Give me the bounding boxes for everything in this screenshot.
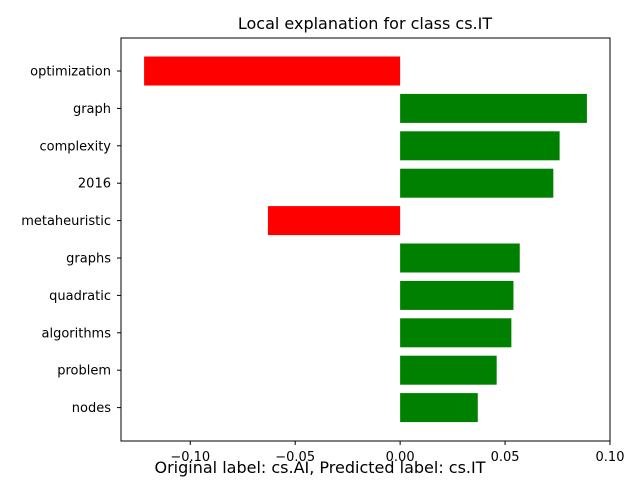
x-tick-label: 0.10 [596, 450, 625, 465]
x-ticks: −0.10 −0.05 0.00 0.05 0.10 [170, 441, 624, 465]
y-label-complexity: complexity [40, 139, 112, 154]
bar-optimization [144, 56, 401, 86]
y-tick-labels: optimization graph complexity 2016 metaheuri… [21, 65, 121, 416]
bar-nodes [400, 393, 478, 423]
y-label-2016: 2016 [78, 177, 111, 192]
bar-quadratic [400, 280, 514, 310]
bar-algorithms [400, 318, 512, 348]
y-label-optimization: optimization [30, 65, 111, 80]
y-label-graph: graph [73, 102, 111, 117]
y-label-nodes: nodes [72, 401, 111, 416]
x-tick-label: 0.00 [386, 450, 415, 465]
bars-group [144, 56, 587, 423]
bar-problem [400, 355, 497, 385]
bar-complexity [400, 131, 560, 161]
x-tick-label: −0.10 [170, 450, 210, 465]
x-tick-label: −0.05 [275, 450, 315, 465]
y-label-problem: problem [57, 364, 111, 379]
caption-text: Original label: cs.AI, Predicted label: … [154, 458, 486, 477]
chart-title: Local explanation for class cs.IT [238, 14, 493, 33]
y-label-algorithms: algorithms [41, 326, 111, 341]
bar-metaheuristic [267, 206, 401, 236]
y-label-quadratic: quadratic [49, 289, 111, 304]
y-label-graphs: graphs [66, 252, 111, 267]
bar-graph [400, 93, 587, 123]
bar-graphs [400, 243, 520, 273]
bar-2016 [400, 168, 554, 198]
x-tick-label: 0.05 [491, 450, 520, 465]
y-label-metaheuristic: metaheuristic [21, 214, 111, 229]
prediction-caption: Original label: cs.AI, Predicted label: … [0, 458, 640, 477]
plot-frame [120, 37, 611, 442]
